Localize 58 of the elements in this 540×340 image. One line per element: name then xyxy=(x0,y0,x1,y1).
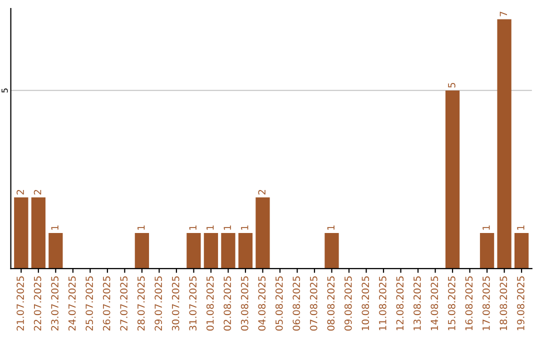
x-tick-label: 10.08.2025 xyxy=(362,276,370,330)
x-tick-label: 08.08.2025 xyxy=(327,276,335,331)
x-tick-label: 01.08.2025 xyxy=(206,276,214,331)
data-label: 1 xyxy=(189,226,196,230)
data-label: 2 xyxy=(258,190,266,194)
data-label: 1 xyxy=(224,226,231,230)
data-label: 1 xyxy=(241,226,248,230)
bar xyxy=(324,232,339,269)
data-label: 2 xyxy=(34,190,42,194)
x-tick-label: 13.08.2025 xyxy=(413,276,421,330)
bar xyxy=(238,232,253,269)
data-label: 1 xyxy=(517,226,524,230)
data-label: 1 xyxy=(51,226,58,230)
x-tick-label: 03.08.2025 xyxy=(240,276,248,331)
x-tick-label: 24.07.2025 xyxy=(68,276,76,330)
x-tick-label: 30.07.2025 xyxy=(172,276,180,330)
x-tick-label: 17.08.2025 xyxy=(482,276,490,330)
x-tick-label: 26.07.2025 xyxy=(102,276,110,330)
x-tick-label: 27.07.2025 xyxy=(120,276,128,330)
x-tick-label: 06.08.2025 xyxy=(292,276,300,331)
x-tick-label: 14.08.2025 xyxy=(430,276,438,330)
x-tick-label: 02.08.2025 xyxy=(224,276,232,331)
x-tick-label: 23.07.2025 xyxy=(51,276,58,330)
bar xyxy=(48,232,63,269)
x-tick-label: 05.08.2025 xyxy=(275,276,283,331)
data-label: 1 xyxy=(206,226,214,230)
data-label: 7 xyxy=(500,12,507,16)
data-label: 1 xyxy=(327,226,334,230)
bar xyxy=(186,232,201,269)
x-tick-label: 15.08.2025 xyxy=(448,276,456,330)
x-tick-label: 04.08.2025 xyxy=(258,276,266,331)
x-tick-label: 25.07.2025 xyxy=(86,276,93,330)
bar xyxy=(14,197,28,269)
bar xyxy=(514,232,529,269)
x-tick-label: 09.08.2025 xyxy=(344,276,352,331)
bar xyxy=(221,232,236,269)
data-label: 5 xyxy=(448,82,456,88)
data-label: 1 xyxy=(482,226,490,230)
bar xyxy=(31,197,46,269)
data-label: 2 xyxy=(16,190,24,194)
x-tick-label: 11.08.2025 xyxy=(378,276,386,330)
x-tick-label: 18.08.2025 xyxy=(500,276,508,330)
x-tick-label: 19.08.2025 xyxy=(517,276,524,330)
bar xyxy=(256,197,270,269)
x-tick-label: 31.07.2025 xyxy=(189,276,197,330)
bar xyxy=(480,232,494,269)
bar xyxy=(204,232,218,269)
bar xyxy=(445,90,460,269)
x-tick-label: 22.07.2025 xyxy=(34,276,42,330)
x-tick-label: 07.08.2025 xyxy=(310,276,318,331)
bar xyxy=(134,232,150,269)
bar xyxy=(497,19,512,269)
x-tick-label: 21.07.2025 xyxy=(16,276,24,330)
x-tick-label: 12.08.2025 xyxy=(396,276,404,330)
x-tick-label: 29.07.2025 xyxy=(154,276,162,330)
data-label: 1 xyxy=(138,226,145,230)
x-tick-label: 16.08.2025 xyxy=(465,276,473,330)
x-tick-label: 28.07.2025 xyxy=(137,276,145,330)
